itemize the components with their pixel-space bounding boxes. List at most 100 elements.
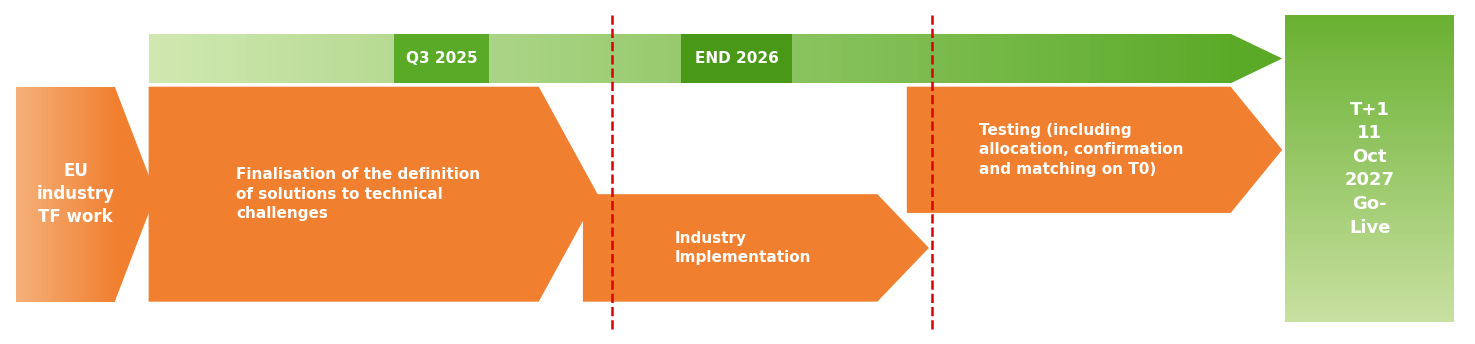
Bar: [603, 34, 614, 83]
Bar: [386, 34, 397, 83]
Text: Testing (including
allocation, confirmation
and matching on T0): Testing (including allocation, confirmat…: [979, 123, 1184, 176]
Bar: [1155, 34, 1165, 83]
Bar: [1285, 34, 1454, 38]
Bar: [376, 34, 386, 83]
Bar: [1285, 184, 1454, 188]
Bar: [1285, 42, 1454, 46]
Text: Finalisation of the definition
of solutions to technical
challenges: Finalisation of the definition of soluti…: [236, 168, 481, 221]
Bar: [1285, 122, 1454, 126]
Bar: [549, 34, 560, 83]
Bar: [496, 34, 506, 83]
Bar: [906, 34, 917, 83]
Bar: [1285, 115, 1454, 119]
Bar: [1285, 38, 1454, 42]
Bar: [1285, 46, 1454, 50]
Bar: [1100, 34, 1112, 83]
Bar: [755, 34, 766, 83]
Bar: [1198, 34, 1210, 83]
Bar: [1285, 80, 1454, 84]
Bar: [873, 34, 885, 83]
Bar: [766, 34, 776, 83]
Bar: [1220, 34, 1230, 83]
Bar: [841, 34, 853, 83]
Bar: [1285, 134, 1454, 138]
Bar: [354, 34, 364, 83]
Bar: [1285, 192, 1454, 195]
Bar: [1285, 238, 1454, 241]
Bar: [1165, 34, 1177, 83]
Bar: [1285, 119, 1454, 122]
Bar: [1285, 73, 1454, 76]
Bar: [1285, 314, 1454, 318]
Bar: [1285, 53, 1454, 57]
Bar: [1285, 65, 1454, 69]
Bar: [711, 34, 723, 83]
Bar: [1285, 126, 1454, 130]
Bar: [311, 34, 322, 83]
Bar: [1145, 34, 1155, 83]
Bar: [960, 34, 971, 83]
Polygon shape: [115, 87, 156, 302]
Bar: [289, 34, 299, 83]
Bar: [429, 34, 441, 83]
Bar: [1285, 226, 1454, 230]
Bar: [246, 34, 257, 83]
Bar: [776, 34, 788, 83]
Bar: [235, 34, 246, 83]
Bar: [332, 34, 344, 83]
Bar: [820, 34, 830, 83]
Bar: [1285, 157, 1454, 161]
Bar: [1285, 299, 1454, 303]
Text: EU
industry
TF work: EU industry TF work: [37, 162, 115, 226]
Bar: [1210, 34, 1220, 83]
Bar: [743, 34, 755, 83]
Bar: [798, 34, 808, 83]
Bar: [279, 34, 289, 83]
Bar: [394, 34, 490, 83]
Bar: [668, 34, 679, 83]
Bar: [1285, 15, 1454, 19]
Bar: [593, 34, 603, 83]
Bar: [1285, 284, 1454, 288]
Bar: [1015, 34, 1025, 83]
Bar: [636, 34, 646, 83]
Bar: [1285, 222, 1454, 226]
Bar: [1177, 34, 1187, 83]
Bar: [364, 34, 376, 83]
Bar: [625, 34, 636, 83]
Bar: [1285, 153, 1454, 157]
Bar: [1285, 50, 1454, 53]
Text: T+1
11
Oct
2027
Go-
Live: T+1 11 Oct 2027 Go- Live: [1345, 100, 1395, 237]
Bar: [1112, 34, 1122, 83]
Bar: [1285, 165, 1454, 169]
Bar: [1285, 195, 1454, 199]
Bar: [1285, 203, 1454, 207]
Bar: [538, 34, 549, 83]
Bar: [863, 34, 873, 83]
Bar: [1285, 318, 1454, 322]
Text: END 2026: END 2026: [695, 51, 779, 66]
Bar: [614, 34, 625, 83]
Bar: [409, 34, 419, 83]
Bar: [1285, 142, 1454, 146]
Bar: [1285, 288, 1454, 291]
Bar: [1025, 34, 1035, 83]
Bar: [1058, 34, 1068, 83]
Bar: [1090, 34, 1100, 83]
Bar: [484, 34, 496, 83]
Bar: [1285, 138, 1454, 142]
Bar: [1285, 180, 1454, 184]
Bar: [1285, 265, 1454, 268]
Bar: [1285, 111, 1454, 115]
Bar: [1285, 253, 1454, 257]
Bar: [1285, 146, 1454, 149]
Bar: [1285, 280, 1454, 284]
Bar: [1285, 103, 1454, 107]
Bar: [1285, 291, 1454, 295]
Bar: [1035, 34, 1047, 83]
Bar: [658, 34, 668, 83]
Bar: [1285, 249, 1454, 253]
Bar: [322, 34, 332, 83]
Bar: [1122, 34, 1133, 83]
Bar: [1285, 307, 1454, 311]
